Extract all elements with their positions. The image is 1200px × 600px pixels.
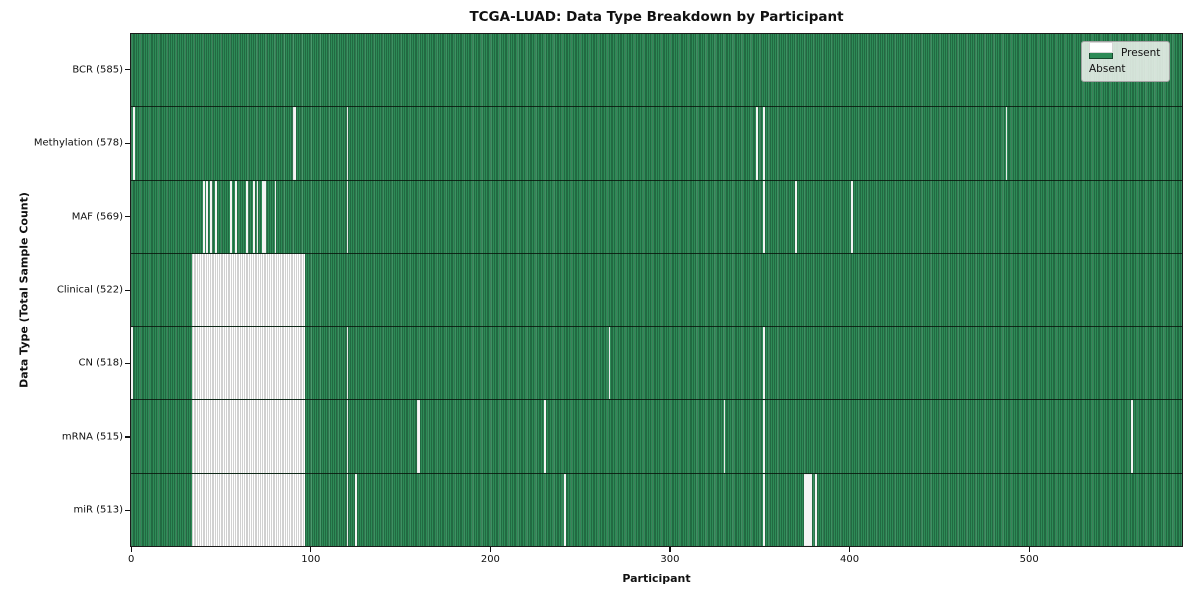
absent-segment — [851, 180, 853, 253]
absent-segment — [763, 107, 765, 180]
absent-segment — [256, 180, 259, 253]
absent-segment — [1005, 107, 1008, 180]
absent-segment — [763, 327, 765, 400]
absent-segment — [346, 180, 349, 253]
y-tick-mark — [125, 436, 130, 438]
y-tick-label-bcr: BCR (585) — [72, 64, 123, 76]
absent-segment — [294, 107, 297, 180]
absent-segment — [808, 473, 810, 546]
absent-segment — [544, 400, 546, 473]
absent-segment — [263, 180, 266, 253]
y-tick-mark — [125, 362, 130, 365]
x-tick-label-500: 500 — [1019, 554, 1039, 565]
heatmap-rows — [131, 34, 1182, 546]
absent-segment — [763, 400, 765, 473]
x-tick-label-300: 300 — [660, 554, 680, 565]
absent-segment — [418, 400, 421, 473]
y-tick-label-cn: CN (518) — [78, 357, 123, 369]
x-tick-label-200: 200 — [480, 554, 500, 565]
heatmap-row-maf — [131, 180, 1182, 254]
absent-segment — [253, 180, 255, 253]
y-tick-label-mir: miR (513) — [73, 504, 123, 516]
y-tick-mark — [125, 509, 130, 511]
y-tick-label-methylation: Methylation (578) — [33, 137, 123, 149]
absent-segment — [763, 180, 765, 253]
y-tick-label-clinical: Clinical (522) — [56, 284, 123, 296]
plot-area — [130, 33, 1183, 547]
heatmap-row-mrna — [131, 400, 1182, 474]
heatmap-row-methylation — [131, 107, 1182, 181]
absent-segment — [210, 180, 212, 253]
legend: Present Absent — [1081, 41, 1171, 82]
x-tick-mark — [310, 547, 312, 552]
y-tick-mark — [125, 216, 130, 218]
absent-segment — [292, 107, 295, 180]
absent-segment — [416, 400, 419, 473]
absent-segment — [202, 180, 205, 253]
y-tick-label-mrna: mRNA (515) — [61, 431, 123, 443]
y-tick-mark — [125, 142, 130, 144]
absent-segment — [608, 327, 611, 400]
absent-segment — [346, 107, 349, 180]
x-tick-label-100: 100 — [301, 554, 321, 565]
y-tick-mark — [125, 69, 130, 71]
heatmap-row-mir — [131, 473, 1182, 546]
absent-segment — [355, 473, 358, 546]
x-tick-mark — [848, 547, 851, 552]
legend-label-absent: Absent — [1089, 63, 1126, 75]
absent-segment — [192, 473, 306, 546]
x-tick-mark — [1028, 547, 1030, 552]
absent-segment — [763, 473, 765, 546]
absent-segment — [192, 327, 306, 400]
x-tick-mark — [669, 547, 671, 552]
heatmap-row-clinical — [131, 253, 1182, 328]
absent-segment — [804, 473, 807, 546]
absent-segment — [229, 180, 232, 253]
y-tick-mark — [125, 289, 130, 291]
heatmap-row-cn — [131, 327, 1182, 401]
absent-segment — [262, 180, 264, 253]
absent-segment — [806, 473, 809, 546]
absent-segment — [192, 400, 306, 473]
absent-swatch-icon — [1089, 42, 1113, 53]
x-tick-label-0: 0 — [128, 554, 135, 565]
absent-segment — [215, 180, 218, 253]
absent-segment — [192, 253, 306, 327]
absent-segment — [132, 107, 135, 180]
absent-segment — [131, 327, 133, 400]
absent-segment — [235, 180, 237, 253]
absent-segment — [346, 473, 349, 546]
heatmap-row-bcr — [131, 34, 1182, 108]
absent-segment — [795, 180, 798, 253]
absent-segment — [723, 400, 726, 473]
x-axis-label: Participant — [622, 572, 691, 585]
x-tick-mark — [130, 547, 132, 552]
absent-segment — [563, 473, 566, 546]
x-tick-mark — [489, 547, 491, 552]
absent-segment — [809, 473, 812, 546]
legend-label-present: Present — [1121, 47, 1161, 59]
absent-segment — [755, 107, 758, 180]
absent-segment — [815, 473, 818, 546]
absent-segment — [274, 180, 277, 253]
chart-title: TCGA-LUAD: Data Type Breakdown by Partic… — [469, 9, 844, 25]
absent-segment — [206, 180, 209, 253]
absent-segment — [1131, 400, 1134, 473]
legend-entry-absent: Absent — [1089, 42, 1160, 75]
absent-segment — [245, 180, 248, 253]
absent-segment — [346, 400, 349, 473]
absent-segment — [346, 327, 349, 400]
x-tick-label-400: 400 — [840, 554, 860, 565]
y-tick-label-maf: MAF (569) — [71, 211, 123, 223]
